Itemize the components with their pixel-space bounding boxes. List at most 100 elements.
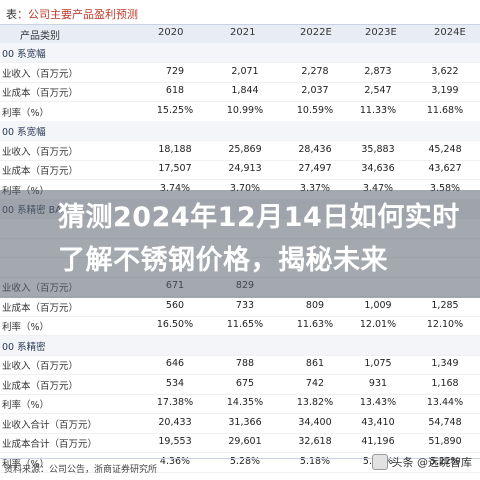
table-cell: 788 [235, 358, 255, 369]
table-cell: 1,844 [231, 85, 259, 96]
header-year: 2022E [300, 27, 332, 38]
table-cell: 11.63% [296, 319, 334, 330]
table-cell: 646 [165, 358, 185, 369]
table-cell: 17,507 [158, 163, 192, 174]
header-category: 产品类别 [20, 31, 60, 42]
table-cell: 618 [165, 85, 185, 96]
table-cell: 3.70% [229, 182, 261, 194]
table-cell: 5.22% [429, 455, 461, 467]
table-cell: 20,433 [158, 416, 192, 428]
table-cell: 25,869 [228, 143, 262, 155]
table-cell: 1,075 [364, 358, 392, 369]
table-row: 业收入合计（百万元） 20,433 31,366 34,400 43,410 54,748 [0, 414, 480, 434]
table-cell: 534 [165, 377, 185, 389]
table-cell: 51,890 [428, 436, 462, 447]
table-cell: 12.01% [359, 319, 397, 330]
row-label: 业成本（百万元） [2, 380, 79, 392]
table-cell: 11.33% [359, 104, 397, 116]
table-cell: 15.25% [156, 104, 194, 116]
table-cell: 13.82% [296, 397, 334, 408]
header-year: 2023E [365, 27, 397, 38]
table-cell: 34,636 [361, 163, 395, 174]
table-cell: 1,009 [364, 299, 392, 311]
watermark: 头条 @远眺智库 [371, 454, 472, 470]
table-cell: 675 [235, 377, 255, 389]
section-row: 00 系宽幅 [0, 121, 480, 141]
table-cell: 2,071 [231, 65, 259, 77]
table-row: 利率（%） 17.38% 14.35% 13.82% 13.43% 13.44% [0, 394, 480, 414]
table-cell: 35,883 [361, 143, 395, 155]
table-row: 利率（%） 16.50% 11.65% 11.63% 12.01% 12.10% [0, 316, 480, 336]
table-cell: 28,436 [298, 143, 332, 155]
table-row: 业成本（百万元） 534 675 742 931 1,168 [0, 375, 480, 395]
table-title: 表：公司主要产品盈利预测 [6, 6, 138, 22]
table-cell: 742 [305, 377, 325, 389]
header-year: 2021 [230, 27, 256, 38]
table-cell: 27,497 [298, 163, 332, 174]
table-row: 业收入（百万元） 646 788 861 1,075 1,349 [0, 355, 480, 375]
table-cell: 34,400 [298, 416, 332, 428]
section-row: 00 系精密 [0, 335, 480, 356]
header-year: 2020 [158, 27, 184, 38]
table-cell: 16.50% [156, 319, 194, 330]
row-label: 业收入（百万元） [2, 146, 79, 158]
table-cell: 1,349 [431, 358, 459, 369]
table-cell: 11.68% [426, 104, 464, 116]
row-label: 00 系宽幅 [2, 49, 46, 60]
table-header: 产品类别 2020 2021 2022E 2023E 2024E [0, 24, 480, 44]
table-cell: 17.38% [156, 397, 194, 408]
row-label: 业收入（百万元） [2, 68, 79, 80]
table-cell: 2,278 [301, 65, 329, 77]
title-banner-overlay [0, 190, 480, 298]
table-cell: 1,285 [431, 299, 459, 311]
table-cell: 1,168 [431, 377, 459, 389]
table-cell: 2,037 [301, 85, 329, 96]
table-cell: 3.47% [362, 182, 394, 194]
row-label: 业成本（百万元） [2, 302, 79, 314]
table-cell: 861 [305, 358, 325, 369]
table-row: 业收入（百万元） 729 2,071 2,278 2,873 3,622 [0, 63, 480, 83]
table-cell: 13.44% [426, 397, 464, 408]
table-cell: 2,547 [364, 85, 392, 96]
table-row: 业成本合计（百万元） 19,553 29,601 32,618 41,196 51,890 [0, 433, 480, 453]
table-cell: 729 [165, 65, 185, 77]
row-label: 业成本（百万元） [2, 166, 79, 177]
row-label: 利率（%） [2, 400, 50, 411]
table-title-prefix: 表 [6, 8, 17, 21]
watermark-logo-icon [371, 454, 388, 470]
table-cell: 31,366 [228, 416, 262, 428]
table-cell: 931 [368, 377, 388, 389]
table-cell: 10.99% [226, 104, 264, 116]
section-row: 00 系宽幅 [0, 43, 480, 63]
row-label: 业成本（百万元） [2, 88, 79, 99]
table-cell: 13.43% [359, 397, 397, 408]
row-label: 00 系宽幅 [2, 127, 46, 138]
table-cell: 43,410 [361, 416, 395, 428]
table-row: 业收入（百万元） 18,188 25,869 28,436 35,883 45,248 [0, 141, 480, 161]
table-cell: 3.58% [429, 182, 461, 194]
table-cell: 45,248 [428, 143, 462, 155]
table-title-text: ：公司主要产品盈利预测 [17, 8, 138, 21]
table-cell: 3,199 [431, 85, 459, 96]
source-note: 资料来源：公司公告，浙商证券研究所 [4, 465, 158, 475]
table-cell: 2,873 [364, 65, 392, 77]
table-cell: 24,913 [228, 163, 262, 174]
table-row: 业成本（百万元） 560 733 809 1,009 1,285 [0, 297, 480, 317]
footer-divider [0, 458, 480, 459]
table-cell: 3.37% [299, 182, 331, 194]
table-row: 利率（%） 15.25% 10.99% 10.59% 11.33% 11.68% [0, 102, 480, 122]
table-cell: 809 [305, 299, 325, 311]
table-cell: 4.36% [159, 455, 191, 467]
table-row: 业成本（百万元） 17,507 24,913 27,497 34,636 43,627 [0, 160, 480, 180]
table-cell: 560 [165, 299, 185, 311]
row-label: 业收入（百万元） [2, 361, 79, 372]
row-label: 利率（%） [2, 458, 50, 470]
table-cell: 3,622 [431, 65, 459, 77]
table-cell: 12.10% [426, 319, 464, 330]
table-cell: 11.65% [226, 319, 264, 330]
table-cell: 10.59% [296, 104, 334, 116]
article-title: 猜测2024年12月14日如何实时了解不锈钢价格，揭秘未来 [58, 202, 460, 276]
header-year: 2024E [434, 27, 466, 38]
row-label: 业收入合计（百万元） [2, 419, 98, 431]
